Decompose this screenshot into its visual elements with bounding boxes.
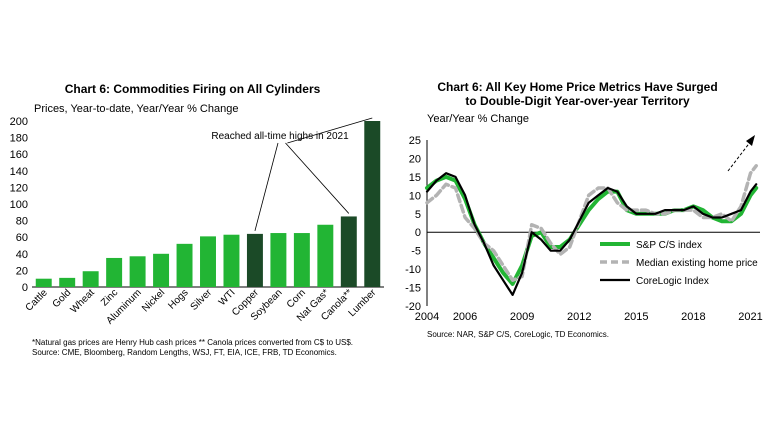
bar-canola [340,216,357,287]
series-line-2 [425,164,758,282]
trend-arrow-shaft [727,140,752,172]
bar-wheat [82,271,99,287]
bar-zinc [106,257,123,287]
legend-label: S&P C/S index [636,240,702,251]
y-tick-label: -20 [405,301,421,313]
bar-wti [223,234,240,287]
bar-natgas [317,224,334,287]
home-price-line-chart: -20 -15 -10 -5 0 5 10 15 20 25 2004 2006 2009 2012 201… [405,135,763,323]
x-tick-label: Wheat [69,287,97,315]
x-tick-label: 2006 [453,311,477,323]
y-tick-label: 200 [10,116,28,128]
bar-soybean [270,233,287,287]
legend-label: Median existing home price [636,258,758,269]
x-tick-label: 2009 [510,311,534,323]
footnote: *Natural gas prices are Henry Hub cash p… [32,338,354,347]
x-tick-label: Hogs [166,287,190,311]
y-tick-label: 60 [16,232,28,244]
y-tick-label: 25 [409,135,421,147]
x-tick-label: 2015 [624,311,648,323]
y-axis-label: Prices, Year-to-date, Year/Year % Change [34,103,239,115]
chart-title-line-2: to Double-Digit Year-over-year Territory [465,94,690,108]
bar-gold [59,277,76,287]
bar-copper [246,233,263,287]
y-tick-label: 15 [409,172,421,184]
y-tick-label: 80 [16,216,28,228]
y-tick-label: 20 [16,265,28,277]
x-tick-label: Nickel [140,287,167,314]
bar-cattle [35,278,52,287]
x-tick-label: 2018 [681,311,705,323]
y-tick-label: 100 [10,199,28,211]
chart-title-line-1: Chart 6: All Key Home Price Metrics Have… [437,80,718,94]
x-tick-label: 2012 [567,311,591,323]
annotation-text: Reached all-time highs in 2021 [211,131,349,142]
x-tick-label: Silver [189,287,215,313]
commodities-chart-panel: Chart 6: Commodities Firing on All Cylin… [10,82,384,357]
bar-hogs [176,243,193,287]
chart-title: Chart 6: All Key Home Price Metrics Have… [385,80,770,108]
y-tick-label: 5 [415,209,421,221]
bar-silver [200,236,216,287]
y-tick-label: 0 [415,227,421,239]
bar-aluminum [129,256,146,287]
y-tick-label: -15 [405,283,421,295]
source-note: Source: CME, Bloomberg, Random Lengths, … [32,348,337,357]
y-tick-label: 160 [10,149,28,161]
x-tick-label: 2021 [738,311,762,323]
annotation-line [287,117,373,144]
y-axis-label: Year/Year % Change [427,113,529,125]
y-tick-label: 180 [10,133,28,145]
legend-label: CoreLogic Index [636,276,709,287]
y-tick-label: -10 [405,264,421,276]
annotation-line [285,142,350,214]
annotation-line [254,142,279,231]
y-tick-label: 140 [10,166,28,178]
y-tick-label: 40 [16,249,28,261]
y-tick-label: 120 [10,182,28,194]
y-tick-label: -5 [411,246,421,258]
bar-lumber [364,121,381,287]
y-tick-label: 20 [409,153,421,165]
chart-title: Chart 6: Commodities Firing on All Cylin… [64,82,321,96]
bar-nickel [153,253,170,287]
x-tick-label: 2004 [415,311,439,323]
source-note: Source: NAR, S&P C/S, CoreLogic, TD Econ… [427,330,609,339]
y-tick-label: 0 [22,282,28,294]
bar-corn [293,233,310,287]
series-line-3 [425,172,758,296]
trend-arrow-head [746,135,755,146]
y-tick-label: 10 [409,190,421,202]
home-price-chart-panel: Chart 6: All Key Home Price Metrics Have… [385,0,770,433]
